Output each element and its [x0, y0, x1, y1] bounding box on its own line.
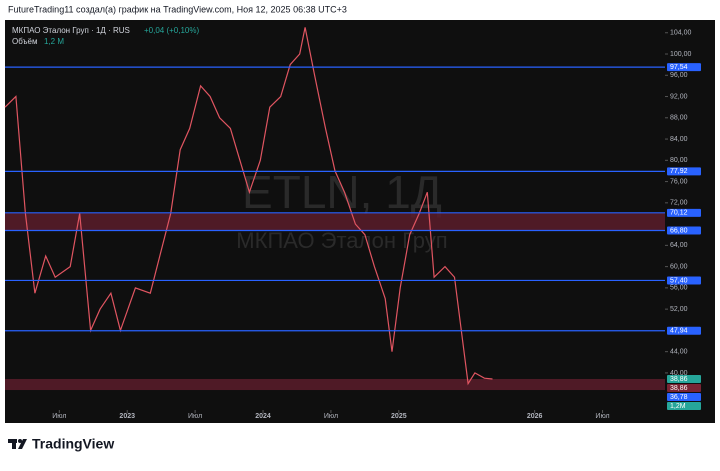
logo	[8, 439, 27, 449]
y-tick-label: 52,00	[670, 306, 688, 313]
attribution: FutureTrading11 создал(а) график на Trad…	[8, 4, 347, 14]
brand: TradingView	[32, 436, 114, 452]
y-tick-label: 64,00	[670, 242, 688, 249]
x-tick-label: 2024	[255, 413, 271, 420]
x-tick-label: 2026	[527, 413, 543, 420]
x-tick-label: Июл	[188, 413, 202, 420]
price-line	[4, 27, 493, 386]
axis-label-box	[667, 167, 701, 176]
watermark-ticker: ETLN, 1Д	[242, 166, 442, 218]
x-tick-label: Июл	[52, 413, 66, 420]
axis-label-box	[667, 63, 701, 72]
watermark-name: МКПАО Эталон Груп	[236, 228, 447, 253]
axis-label: 57,40	[670, 277, 688, 284]
y-tick-label: 100,00	[670, 51, 692, 58]
axis-label: 66,80	[670, 227, 688, 234]
y-tick-label: 96,00	[670, 72, 688, 79]
y-tick-label: 56,00	[670, 285, 688, 292]
zone	[5, 378, 665, 391]
volume-label: 1,2M	[670, 403, 686, 410]
axis-label: 97,54	[670, 64, 688, 71]
axis-label-box	[667, 392, 701, 401]
change: +0,04 (+0,10%)	[144, 26, 199, 35]
symbol: МКПАО Эталон Груп · 1Д · RUS	[12, 26, 130, 35]
y-tick-label: 88,00	[670, 115, 688, 122]
y-tick-label: 76,00	[670, 178, 688, 185]
axis-label-box	[667, 226, 701, 235]
axis-label: 47,94	[670, 328, 688, 335]
x-tick-label: Июл	[324, 413, 338, 420]
y-tick-label: 92,00	[670, 93, 688, 100]
axis-label-box	[667, 208, 701, 217]
volume-label: Объём	[12, 37, 38, 46]
axis-label: 36,78	[670, 394, 688, 401]
x-tick-label: Июл	[595, 413, 609, 420]
axis-label: 38,86	[670, 385, 688, 392]
y-tick-label: 84,00	[670, 136, 688, 143]
x-tick-label: 2023	[119, 413, 135, 420]
axis-label-box	[667, 276, 701, 285]
y-tick-label: 104,00	[670, 30, 692, 37]
axis-label-box	[667, 326, 701, 335]
y-tick-label: 44,00	[670, 349, 688, 356]
y-tick-label: 80,00	[670, 157, 688, 164]
y-tick-label: 40,00	[670, 370, 688, 377]
x-tick-label: 2025	[391, 413, 407, 420]
axis-label-box	[667, 383, 701, 392]
volume-label-box	[667, 401, 701, 410]
axis-label: 38,86	[670, 376, 688, 383]
volume-value: 1,2 M	[44, 37, 64, 46]
y-tick-label: 60,00	[670, 263, 688, 270]
axis-label: 77,92	[670, 168, 688, 175]
axis-label: 70,12	[670, 210, 688, 217]
y-tick-label: 72,00	[670, 200, 688, 207]
zone	[5, 212, 665, 231]
axis-label-box	[667, 374, 701, 383]
